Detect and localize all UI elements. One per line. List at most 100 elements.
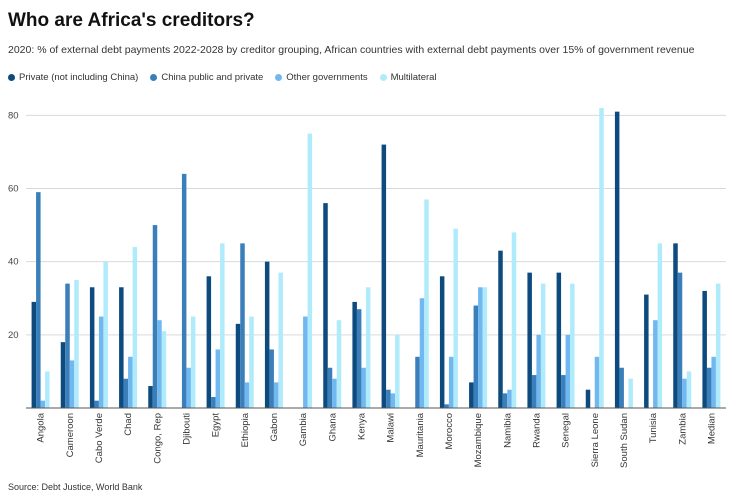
legend: Private (not including China) China publ…: [8, 72, 437, 83]
bar-mauritania-china-public-and-private: [415, 356, 420, 408]
bar-egypt-multilateral: [220, 243, 225, 408]
legend-swatch-other-governments: [275, 74, 283, 81]
x-tick-label-congo-rep: Congo, Rep: [152, 413, 163, 464]
bar-south-sudan-multilateral: [628, 378, 633, 408]
bar-cabo-verde-china-public-and-private: [94, 400, 99, 408]
bar-chad-other-governments: [128, 356, 133, 408]
bar-gabon-multilateral: [278, 272, 283, 408]
x-tick-label-mozambique: Mozambique: [473, 413, 484, 467]
bar-ethiopia-multilateral: [249, 316, 254, 408]
x-tick-label-djibouti: Djibouti: [181, 413, 192, 445]
bar-chad-multilateral: [132, 247, 138, 408]
legend-entry-china: China public and private: [150, 72, 263, 83]
bar-chad-china-public-and-private: [123, 378, 129, 408]
bar-rwanda-multilateral: [540, 283, 546, 408]
bar-djibouti-china-public-and-private: [181, 173, 187, 408]
bar-gabon-china-public-and-private: [269, 349, 274, 408]
legend-label-multilateral: Multilateral: [390, 72, 437, 83]
x-tick-label-tunisia: Tunisia: [648, 412, 659, 443]
bar-cameroon-multilateral: [74, 279, 79, 408]
bar-congo-rep-china-public-and-private: [152, 225, 158, 408]
bar-djibouti-multilateral: [190, 316, 196, 408]
y-tick-label-60: 60: [8, 183, 19, 194]
bar-angola-private-not-including-china: [31, 301, 37, 408]
x-tick-label-gambia: Gambia: [298, 412, 309, 446]
bar-senegal-multilateral: [570, 283, 575, 408]
bar-ethiopia-private-not-including-china: [235, 323, 241, 408]
bar-median-other-governments: [711, 356, 716, 408]
bar-namibia-private-not-including-china: [498, 250, 503, 408]
y-tick-label-20: 20: [8, 330, 19, 341]
bar-median-private-not-including-china: [702, 290, 707, 408]
bar-south-sudan-private-not-including-china: [614, 111, 620, 408]
x-tick-label-ghana: Ghana: [327, 412, 338, 441]
bar-sierra-leone-multilateral: [599, 108, 604, 408]
bar-kenya-china-public-and-private: [356, 309, 362, 408]
bar-zambia-china-public-and-private: [677, 272, 683, 408]
legend-entry-multilateral: Multilateral: [379, 72, 437, 83]
bar-rwanda-china-public-and-private: [531, 375, 537, 408]
x-tick-label-gabon: Gabon: [269, 413, 280, 442]
legend-swatch-private: [8, 74, 15, 81]
bar-egypt-china-public-and-private: [211, 397, 216, 408]
bar-namibia-other-governments: [507, 389, 512, 408]
x-tick-label-angola: Angola: [36, 412, 47, 442]
bar-tunisia-other-governments: [653, 320, 658, 408]
bar-malawi-private-not-including-china: [381, 144, 387, 408]
bar-tunisia-private-not-including-china: [644, 294, 649, 408]
bar-mozambique-multilateral: [482, 287, 488, 408]
x-tick-label-mauritania: Mauritania: [415, 412, 426, 457]
bar-ghana-multilateral: [336, 320, 342, 408]
bar-kenya-private-not-including-china: [352, 301, 357, 408]
bar-rwanda-private-not-including-china: [527, 272, 532, 408]
bar-malawi-other-governments: [390, 393, 396, 408]
bar-mauritania-other-governments: [419, 298, 425, 408]
bar-chart: 20 40 60 80 Angola Cameroon Cabo Verde Chad Cong…: [8, 108, 726, 468]
x-tick-label-south-sudan: South Sudan: [619, 413, 630, 468]
bar-rwanda-other-governments: [536, 334, 541, 408]
bar-tunisia-multilateral: [657, 243, 663, 408]
bar-gabon-other-governments: [273, 382, 279, 408]
x-tick-label-egypt: Egypt: [211, 413, 222, 438]
bar-kenya-multilateral: [365, 287, 371, 408]
bar-sierra-leone-other-governments: [594, 356, 600, 408]
source-note: Source: Debt Justice, World Bank: [8, 482, 143, 492]
bar-angola-china-public-and-private: [36, 192, 41, 408]
bar-morocco-private-not-including-china: [439, 276, 445, 408]
x-tick-label-cameroon: Cameroon: [65, 413, 76, 457]
bar-senegal-private-not-including-china: [556, 272, 562, 408]
bar-median-multilateral: [715, 283, 721, 408]
x-tick-label-median: Median: [706, 413, 717, 444]
bar-malawi-china-public-and-private: [386, 389, 391, 408]
bar-cabo-verde-multilateral: [103, 261, 108, 408]
legend-label-private: Private (not including China): [19, 72, 139, 83]
bar-south-sudan-china-public-and-private: [619, 367, 624, 408]
bar-median-china-public-and-private: [706, 367, 712, 408]
x-tick-label-malawi: Malawi: [386, 413, 397, 443]
chart-subtitle: 2020: % of external debt payments 2022-2…: [8, 44, 695, 56]
bar-morocco-multilateral: [453, 228, 458, 408]
legend-label-other-governments: Other governments: [286, 72, 368, 83]
bar-zambia-private-not-including-china: [673, 243, 678, 408]
bar-cameroon-other-governments: [69, 360, 75, 408]
chart-title: Who are Africa's creditors?: [8, 10, 255, 31]
x-tick-label-morocco: Morocco: [444, 413, 455, 449]
x-tick-label-zambia: Zambia: [677, 412, 688, 444]
bar-egypt-other-governments: [215, 349, 221, 408]
bar-morocco-china-public-and-private: [444, 404, 449, 408]
bar-ghana-private-not-including-china: [323, 203, 328, 408]
legend-label-china: China public and private: [161, 72, 264, 83]
x-tick-label-namibia: Namibia: [502, 412, 513, 448]
bar-cameroon-private-not-including-china: [60, 342, 66, 408]
bar-djibouti-other-governments: [186, 367, 191, 408]
bar-cabo-verde-other-governments: [98, 316, 104, 408]
bar-mozambique-private-not-including-china: [469, 382, 474, 408]
bar-senegal-other-governments: [565, 334, 571, 408]
bar-ghana-other-governments: [332, 378, 337, 408]
bar-ethiopia-china-public-and-private: [240, 243, 245, 408]
legend-entry-private: Private (not including China): [8, 72, 138, 83]
bar-cabo-verde-private-not-including-china: [89, 287, 95, 408]
legend-entry-other-governments: Other governments: [275, 72, 368, 83]
bar-cameroon-china-public-and-private: [65, 283, 70, 408]
bar-mozambique-other-governments: [478, 287, 483, 408]
